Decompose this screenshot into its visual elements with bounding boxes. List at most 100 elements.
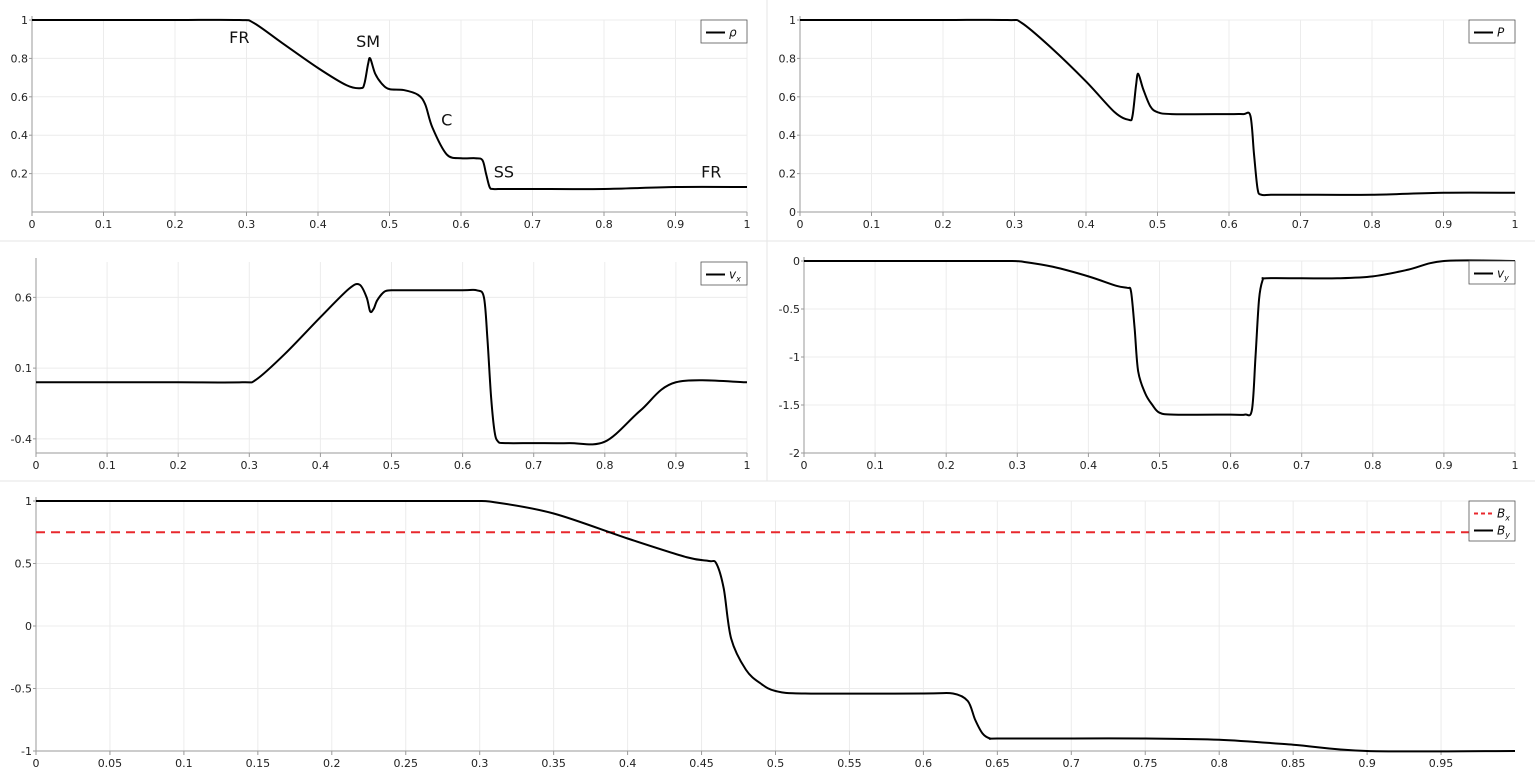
x-tick-label: 0.1	[98, 459, 116, 472]
x-tick-label: 0.5	[1151, 459, 1169, 472]
x-tick-label: 0.5	[767, 757, 785, 770]
y-tick-label: 0.6	[779, 91, 797, 104]
y-tick-label: -0.4	[11, 433, 32, 446]
x-tick-label: 0.3	[238, 218, 256, 231]
y-tick-label: 0.6	[15, 291, 33, 304]
x-tick-label: 0.1	[95, 218, 113, 231]
x-tick-label: 0.2	[934, 218, 952, 231]
x-tick-label: 0.2	[166, 218, 184, 231]
series-line-v-x-1	[36, 282, 748, 446]
x-tick-label: 0.8	[1364, 459, 1382, 472]
x-tick-label: 0	[33, 459, 40, 472]
x-tick-label: 0.2	[323, 757, 341, 770]
annotation-label: SS	[494, 162, 514, 181]
y-tick-label: -1	[789, 351, 800, 364]
x-tick-label: 0.8	[1210, 757, 1228, 770]
series-line-v-y-1	[804, 259, 1516, 417]
y-tick-label: -0.5	[779, 303, 800, 316]
annotation-label: FR	[229, 28, 249, 47]
x-tick-label: 1	[1512, 218, 1519, 231]
x-tick-label: 0.4	[309, 218, 327, 231]
x-tick-label: 0.8	[595, 218, 613, 231]
x-tick-label: 0.65	[985, 757, 1010, 770]
x-tick-label: 0.05	[98, 757, 123, 770]
y-tick-label: 0	[25, 620, 32, 633]
x-tick-label: 0.9	[667, 218, 685, 231]
y-tick-label: 0.8	[779, 52, 797, 65]
y-tick-label: 0	[793, 255, 800, 268]
annotation-label: C	[441, 111, 452, 130]
panel-magnetic-field: -1 -0.5 0 0.5 1 0 0.05 0.1 0.15 0.2 0.25 0.3 0.35 0.4…	[11, 495, 1516, 770]
x-tick-label: 0.3	[1006, 218, 1024, 231]
x-tick-label: 0.15	[246, 757, 271, 770]
y-tick-label: 0.4	[779, 129, 797, 142]
legend-label-subscript: y	[1504, 531, 1510, 540]
y-tick-label: -2	[789, 447, 800, 460]
x-tick-label: 0.7	[1063, 757, 1081, 770]
y-tick-label: 0.6	[11, 91, 29, 104]
x-tick-label: 0.8	[596, 459, 614, 472]
legend-label-subscript: x	[1504, 514, 1510, 523]
x-tick-label: 0.8	[1363, 218, 1381, 231]
legend-box	[1468, 500, 1516, 542]
series-line-b-y-2	[35, 499, 1516, 753]
x-tick-label: 0.3	[471, 757, 489, 770]
y-tick-label: 0.2	[779, 168, 797, 181]
y-tick-label: -1.5	[779, 399, 800, 412]
x-tick-label: 0.7	[525, 459, 543, 472]
annotation-label: SM	[356, 32, 380, 51]
y-tick-label: 0.4	[11, 129, 29, 142]
x-tick-label: 0.1	[866, 459, 884, 472]
x-tick-label: 0	[29, 218, 36, 231]
x-tick-label: 0.9	[667, 459, 685, 472]
x-tick-label: 0.75	[1133, 757, 1158, 770]
x-tick-label: 0	[797, 218, 804, 231]
x-tick-label: 0.6	[915, 757, 933, 770]
x-tick-label: 0.3	[1009, 459, 1027, 472]
x-tick-label: 1	[744, 459, 751, 472]
x-tick-label: 0.25	[394, 757, 419, 770]
series-line--1	[31, 18, 748, 191]
x-tick-label: 0.6	[454, 459, 472, 472]
x-tick-label: 0.45	[689, 757, 714, 770]
y-tick-label: -1	[21, 745, 32, 758]
y-tick-label: 0.1	[15, 362, 33, 375]
x-tick-label: 0.5	[381, 218, 399, 231]
x-tick-label: 0.4	[1080, 459, 1098, 472]
x-tick-label: 1	[744, 218, 751, 231]
legend-label-subscript: x	[735, 275, 741, 284]
x-tick-label: 0.4	[312, 459, 330, 472]
x-tick-label: 0.7	[1292, 218, 1310, 231]
x-tick-label: 0.5	[383, 459, 401, 472]
y-tick-label: 1	[21, 14, 28, 27]
y-tick-label: 0.5	[15, 558, 33, 571]
panel-rho: 0.2 0.4 0.6 0.8 1 0 0.1 0.2 0.3 0.4 0.5 0.6 0.7 0.8 0.…	[11, 14, 751, 231]
x-tick-label: 0.1	[175, 757, 193, 770]
x-tick-label: 0.2	[169, 459, 187, 472]
x-tick-label: 0.7	[524, 218, 542, 231]
x-tick-label: 0.6	[452, 218, 470, 231]
y-tick-label: 0.8	[11, 52, 29, 65]
x-tick-label: 0.3	[241, 459, 259, 472]
x-tick-label: 0.4	[619, 757, 637, 770]
x-tick-label: 0.1	[863, 218, 881, 231]
annotation-label: FR	[701, 162, 721, 181]
x-tick-label: 0.4	[1077, 218, 1095, 231]
x-tick-label: 0.5	[1149, 218, 1167, 231]
x-tick-label: 0.9	[1435, 459, 1453, 472]
x-tick-label: 0.95	[1429, 757, 1454, 770]
legend-label: P	[1497, 26, 1505, 40]
x-tick-label: 0.7	[1293, 459, 1311, 472]
x-tick-label: 0.6	[1222, 459, 1240, 472]
series-line-p-1	[799, 18, 1516, 197]
x-tick-label: 0.55	[837, 757, 862, 770]
y-tick-label: 0	[789, 206, 796, 219]
legend-label: ρ	[729, 26, 737, 40]
x-tick-label: 0.9	[1435, 218, 1453, 231]
x-tick-label: 0.35	[541, 757, 566, 770]
x-tick-label: 0.9	[1358, 757, 1376, 770]
panel-vy: -2 -1.5 -1 -0.5 0 0 0.1 0.2 0.3 0.4 0.5 0.6 0.7 0.8 0.…	[779, 255, 1519, 472]
y-tick-label: 1	[25, 495, 32, 508]
x-tick-label: 0	[33, 757, 40, 770]
